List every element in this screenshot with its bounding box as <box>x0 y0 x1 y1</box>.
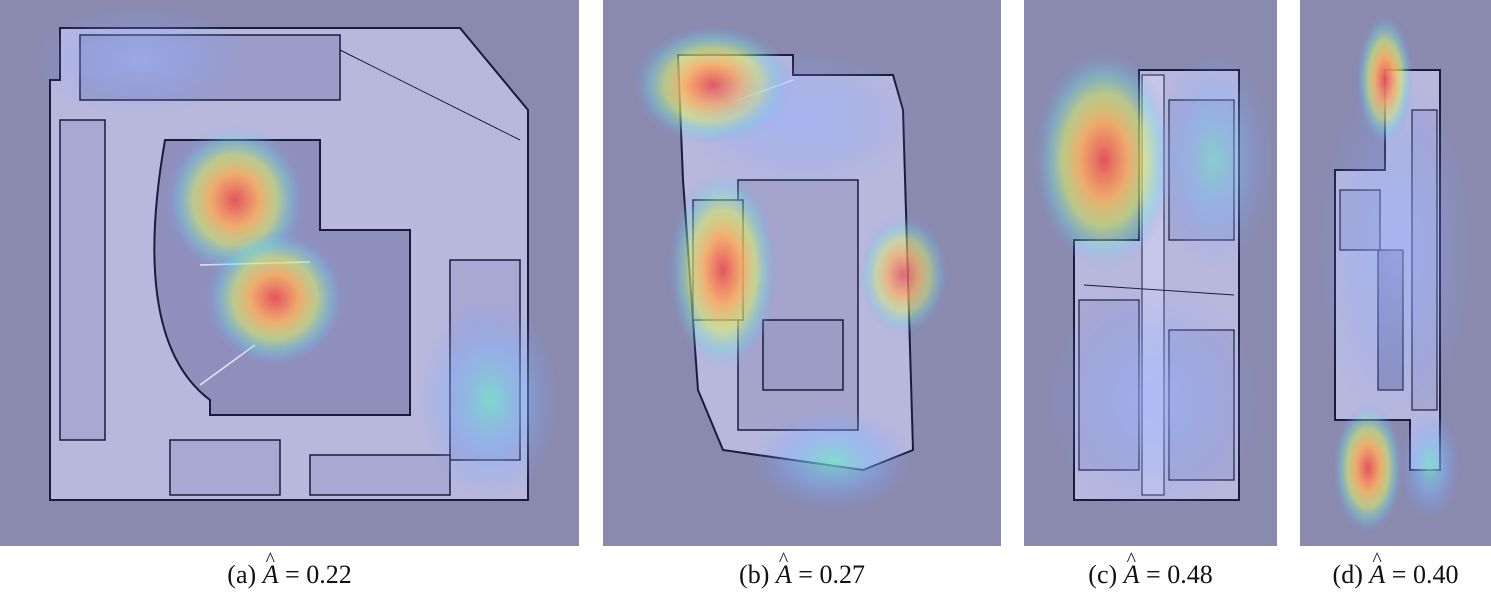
caption-b-value: 0.27 <box>819 560 865 589</box>
heatmap-panel-b <box>603 0 1001 546</box>
heatmap-panel-a <box>0 0 579 546</box>
caption-d-equals: = <box>1391 560 1407 589</box>
caption-d-panel: (d) <box>1332 560 1363 589</box>
caption-a-value: 0.22 <box>306 560 352 589</box>
floorplan-map-c <box>1034 50 1274 520</box>
heatmap-panel-c <box>1024 0 1277 546</box>
caption-b-equals: = <box>798 560 813 589</box>
floorplan-map-b <box>633 25 948 510</box>
caption-b-panel: (b) <box>739 560 770 589</box>
caption-d-symbol: A <box>1369 549 1385 590</box>
caption-d: (d) A = 0.40 <box>1300 549 1491 590</box>
caption-b: (b) A = 0.27 <box>603 549 1001 590</box>
caption-c-value: 0.48 <box>1167 560 1213 589</box>
caption-c: (c) A = 0.48 <box>1024 549 1277 590</box>
floorplan-map-a <box>30 5 560 501</box>
caption-c-panel: (c) <box>1088 560 1118 589</box>
caption-c-symbol: A <box>1124 549 1140 590</box>
caption-c-equals: = <box>1146 560 1161 589</box>
caption-a-symbol: A <box>263 549 279 590</box>
caption-d-value: 0.40 <box>1412 560 1459 589</box>
caption-a: (a) A = 0.22 <box>0 549 579 590</box>
floorplan-map-d <box>1315 15 1475 533</box>
caption-b-symbol: A <box>776 549 792 590</box>
caption-a-panel: (a) <box>227 560 257 589</box>
heatmap-panel-d <box>1300 0 1491 546</box>
caption-a-equals: = <box>285 560 300 589</box>
